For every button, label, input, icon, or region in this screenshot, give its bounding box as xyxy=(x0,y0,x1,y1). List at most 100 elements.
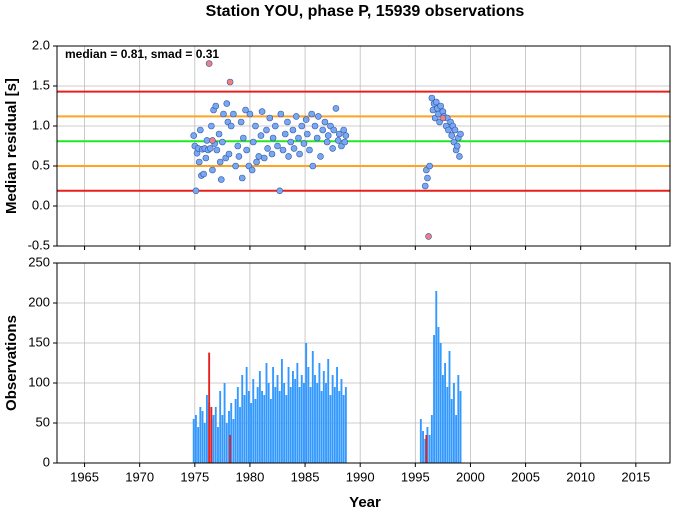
bar xyxy=(433,335,435,463)
bar xyxy=(309,387,312,463)
bar xyxy=(212,415,215,463)
point xyxy=(295,134,302,142)
point xyxy=(300,140,308,147)
bar xyxy=(329,395,332,463)
point xyxy=(200,170,207,178)
point xyxy=(215,130,223,138)
y-tick-label: 250 xyxy=(28,254,50,269)
x-tick-label: 1980 xyxy=(235,469,264,484)
point xyxy=(330,126,338,134)
point xyxy=(197,126,204,134)
point xyxy=(437,102,444,110)
point xyxy=(208,122,215,130)
point xyxy=(269,134,277,142)
bar xyxy=(419,419,422,463)
point xyxy=(426,162,433,170)
bar xyxy=(267,383,270,463)
point xyxy=(308,110,315,118)
bar xyxy=(241,375,244,463)
bar xyxy=(340,379,343,463)
point xyxy=(292,113,300,120)
plot-frame xyxy=(56,262,671,464)
point xyxy=(309,162,317,170)
bar xyxy=(437,327,440,463)
point xyxy=(209,166,216,174)
y-tick-label: 1.5 xyxy=(32,77,50,92)
point xyxy=(432,98,440,106)
point xyxy=(238,174,246,182)
point xyxy=(319,126,327,134)
point xyxy=(342,132,350,139)
point xyxy=(206,145,214,152)
bar xyxy=(459,391,462,463)
bar xyxy=(247,391,250,463)
bar xyxy=(441,375,444,463)
bar xyxy=(327,359,330,463)
annotation: median = 0.81, smad = 0.31 xyxy=(65,47,219,61)
bar xyxy=(261,391,264,463)
bar xyxy=(307,367,310,463)
bar xyxy=(320,391,323,463)
bar xyxy=(287,367,290,463)
point xyxy=(335,130,343,138)
bar xyxy=(206,395,208,463)
point xyxy=(202,154,210,162)
bar xyxy=(223,383,226,463)
point xyxy=(324,132,332,139)
bar xyxy=(225,423,228,463)
bar xyxy=(338,391,341,463)
point xyxy=(240,134,247,142)
bar xyxy=(245,367,248,463)
point xyxy=(279,146,287,154)
bar xyxy=(311,351,314,463)
point xyxy=(205,60,213,67)
y-tick-label: 0 xyxy=(43,454,50,469)
x-tick-label: 1985 xyxy=(291,469,320,484)
bar xyxy=(265,363,268,463)
point xyxy=(290,145,298,152)
bar xyxy=(455,415,458,463)
y-axis-label: Observations xyxy=(3,315,20,411)
point xyxy=(334,137,342,144)
bar xyxy=(292,371,294,463)
x-tick-label: 2010 xyxy=(566,469,595,484)
point xyxy=(209,137,216,144)
point xyxy=(226,78,234,86)
y-tick-label: 200 xyxy=(28,294,50,309)
bar xyxy=(424,439,427,463)
chart-title: Station YOU, phase P, 15939 observations xyxy=(206,3,525,20)
y-tick-label: 0.0 xyxy=(32,197,50,212)
bar xyxy=(256,387,259,463)
point xyxy=(274,142,281,150)
x-tick-label: 1965 xyxy=(70,469,99,484)
point xyxy=(457,130,464,138)
point xyxy=(311,122,319,130)
point xyxy=(263,126,270,134)
point xyxy=(264,145,271,152)
bar xyxy=(318,363,321,463)
bar xyxy=(197,427,200,463)
point xyxy=(223,100,231,107)
point xyxy=(212,102,220,110)
bar xyxy=(272,367,275,463)
point xyxy=(284,118,291,126)
bar xyxy=(234,399,237,463)
bar xyxy=(214,407,217,463)
point xyxy=(445,126,452,134)
bar xyxy=(425,435,428,463)
bar xyxy=(263,395,266,463)
point xyxy=(232,162,239,170)
y-tick-label: 0.5 xyxy=(32,157,50,172)
bar xyxy=(230,403,233,463)
bar xyxy=(298,387,301,463)
bar xyxy=(252,379,255,463)
y-tick-label: 50 xyxy=(36,414,50,429)
y-tick-label: -0.5 xyxy=(28,237,50,252)
point xyxy=(230,110,237,118)
point xyxy=(317,153,324,160)
point xyxy=(303,130,311,138)
bar xyxy=(322,371,325,463)
point xyxy=(425,233,432,240)
bar xyxy=(342,395,345,463)
x-tick-label: 1975 xyxy=(180,469,209,484)
